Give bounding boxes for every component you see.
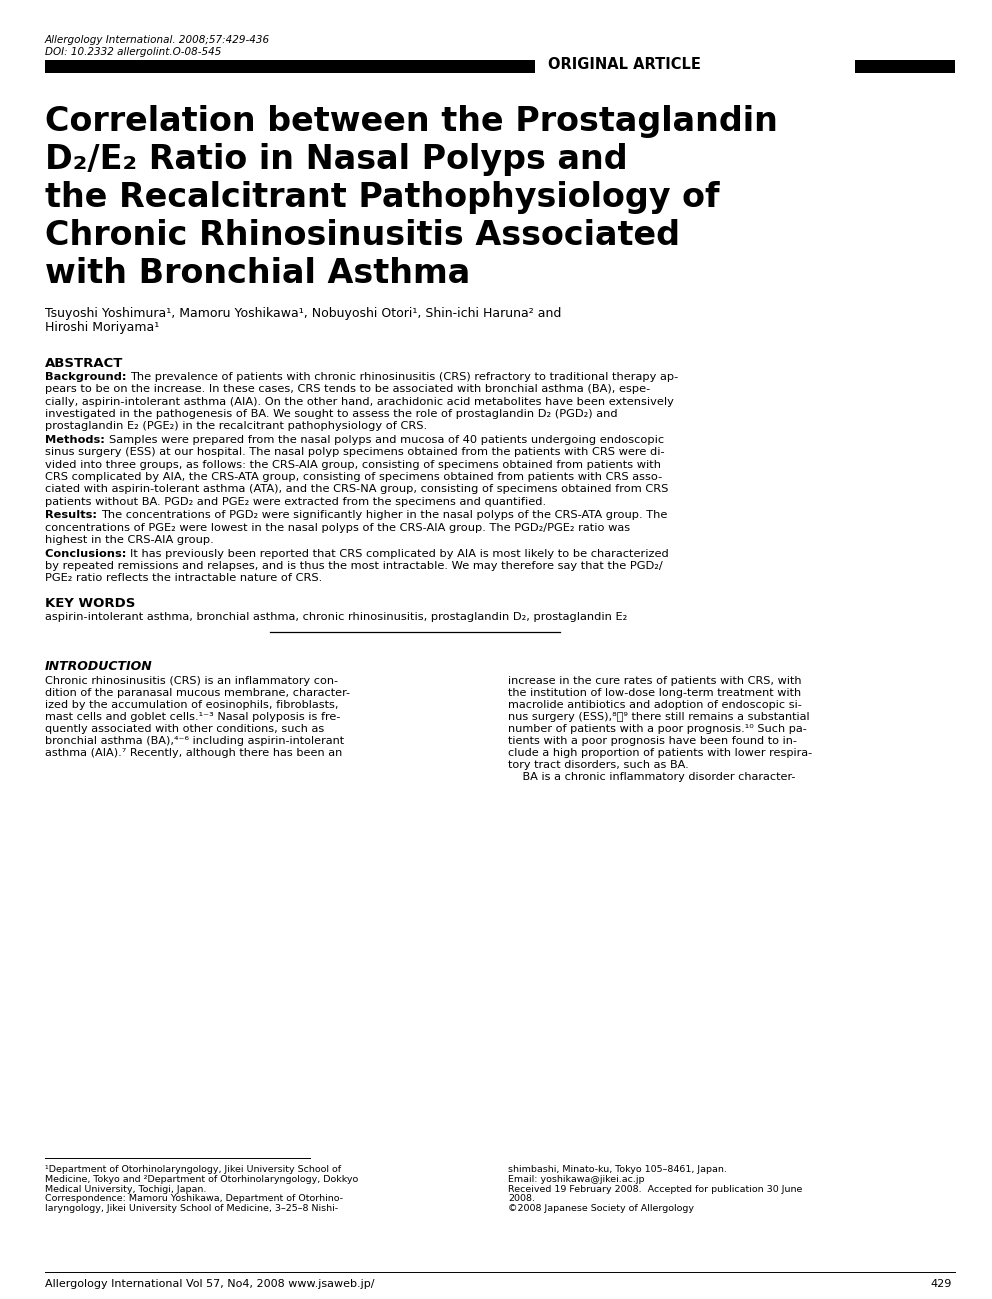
Text: the institution of low-dose long-term treatment with: the institution of low-dose long-term tr… [508, 688, 802, 698]
Text: clude a high proportion of patients with lower respira-: clude a high proportion of patients with… [508, 748, 812, 759]
Text: prostaglandin E₂ (PGE₂) in the recalcitrant pathophysiology of CRS.: prostaglandin E₂ (PGE₂) in the recalcitr… [45, 421, 428, 431]
Text: mast cells and goblet cells.¹⁻³ Nasal polyposis is fre-: mast cells and goblet cells.¹⁻³ Nasal po… [45, 712, 340, 722]
Text: Allergology International. 2008;57:429-436: Allergology International. 2008;57:429-4… [45, 35, 270, 45]
Text: BA is a chronic inflammatory disorder character-: BA is a chronic inflammatory disorder ch… [508, 772, 796, 782]
Text: number of patients with a poor prognosis.¹⁰ Such pa-: number of patients with a poor prognosis… [508, 724, 806, 734]
Text: dition of the paranasal mucous membrane, character-: dition of the paranasal mucous membrane,… [45, 688, 350, 698]
Text: D₂/E₂ Ratio in Nasal Polyps and: D₂/E₂ Ratio in Nasal Polyps and [45, 143, 628, 175]
Text: INTRODUCTION: INTRODUCTION [45, 660, 153, 673]
Text: Correspondence: Mamoru Yoshikawa, Department of Otorhino-: Correspondence: Mamoru Yoshikawa, Depart… [45, 1194, 343, 1203]
Text: laryngology, Jikei University School of Medicine, 3–25–8 Nishi-: laryngology, Jikei University School of … [45, 1204, 338, 1213]
Text: sinus surgery (ESS) at our hospital. The nasal polyp specimens obtained from the: sinus surgery (ESS) at our hospital. The… [45, 447, 665, 457]
Text: pears to be on the increase. In these cases, CRS tends to be associated with bro: pears to be on the increase. In these ca… [45, 385, 650, 395]
Text: ized by the accumulation of eosinophils, fibroblasts,: ized by the accumulation of eosinophils,… [45, 700, 338, 711]
Text: Allergology International Vol 57, No4, 2008 www.jsaweb.jp/: Allergology International Vol 57, No4, 2… [45, 1280, 375, 1289]
Text: vided into three groups, as follows: the CRS-AIA group, consisting of specimens : vided into three groups, as follows: the… [45, 460, 661, 470]
Text: bronchial asthma (BA),⁴⁻⁶ including aspirin-intolerant: bronchial asthma (BA),⁴⁻⁶ including aspi… [45, 737, 344, 746]
Text: tients with a poor prognosis have been found to in-: tients with a poor prognosis have been f… [508, 737, 797, 746]
Text: Methods:: Methods: [45, 435, 109, 446]
Text: ©2008 Japanese Society of Allergology: ©2008 Japanese Society of Allergology [508, 1204, 694, 1213]
Text: Conclusions:: Conclusions: [45, 548, 130, 559]
Bar [855, 60, 955, 73]
Text: concentrations of PGE₂ were lowest in the nasal polyps of the CRS-AIA group. The: concentrations of PGE₂ were lowest in th… [45, 522, 630, 533]
Text: 429: 429 [930, 1280, 951, 1289]
Text: highest in the CRS-AIA group.: highest in the CRS-AIA group. [45, 535, 213, 544]
Text: CRS complicated by AIA, the CRS-ATA group, consisting of specimens obtained from: CRS complicated by AIA, the CRS-ATA grou… [45, 472, 663, 482]
Text: investigated in the pathogenesis of BA. We sought to assess the role of prostagl: investigated in the pathogenesis of BA. … [45, 409, 618, 418]
Text: PGE₂ ratio reflects the intractable nature of CRS.: PGE₂ ratio reflects the intractable natu… [45, 573, 322, 583]
Text: ABSTRACT: ABSTRACT [45, 357, 123, 370]
Text: increase in the cure rates of patients with CRS, with: increase in the cure rates of patients w… [508, 675, 802, 686]
Text: by repeated remissions and relapses, and is thus the most intractable. We may th: by repeated remissions and relapses, and… [45, 561, 663, 572]
Text: Tsuyoshi Yoshimura¹, Mamoru Yoshikawa¹, Nobuyoshi Otori¹, Shin-ichi Haruna² and: Tsuyoshi Yoshimura¹, Mamoru Yoshikawa¹, … [45, 307, 561, 320]
Text: nus surgery (ESS),⁸ⰻ⁹ there still remains a substantial: nus surgery (ESS),⁸ⰻ⁹ there still remain… [508, 712, 809, 722]
Text: Hiroshi Moriyama¹: Hiroshi Moriyama¹ [45, 321, 160, 334]
Text: KEY WORDS: KEY WORDS [45, 598, 135, 611]
Text: aspirin-intolerant asthma, bronchial asthma, chronic rhinosinusitis, prostagland: aspirin-intolerant asthma, bronchial ast… [45, 612, 627, 622]
Text: ORIGINAL ARTICLE: ORIGINAL ARTICLE [548, 57, 701, 71]
Text: Background:: Background: [45, 372, 131, 382]
Text: Chronic Rhinosinusitis Associated: Chronic Rhinosinusitis Associated [45, 220, 680, 252]
Text: with Bronchial Asthma: with Bronchial Asthma [45, 257, 470, 290]
Text: patients without BA. PGD₂ and PGE₂ were extracted from the specimens and quantif: patients without BA. PGD₂ and PGE₂ were … [45, 496, 547, 507]
Text: Received 19 February 2008.  Accepted for publication 30 June: Received 19 February 2008. Accepted for … [508, 1185, 803, 1194]
Text: Chronic rhinosinusitis (CRS) is an inflammatory con-: Chronic rhinosinusitis (CRS) is an infla… [45, 675, 338, 686]
Text: Email: yoshikawa@jikei.ac.jp: Email: yoshikawa@jikei.ac.jp [508, 1174, 645, 1183]
Text: shimbashi, Minato-ku, Tokyo 105–8461, Japan.: shimbashi, Minato-ku, Tokyo 105–8461, Ja… [508, 1165, 727, 1174]
Text: The concentrations of PGD₂ were significantly higher in the nasal polyps of the : The concentrations of PGD₂ were signific… [101, 511, 668, 521]
Text: tory tract disorders, such as BA.: tory tract disorders, such as BA. [508, 760, 688, 770]
Text: quently associated with other conditions, such as: quently associated with other conditions… [45, 724, 324, 734]
Text: asthma (AIA).⁷ Recently, although there has been an: asthma (AIA).⁷ Recently, although there … [45, 748, 342, 759]
Text: Correlation between the Prostaglandin: Correlation between the Prostaglandin [45, 105, 778, 138]
Text: Medical University, Tochigi, Japan.: Medical University, Tochigi, Japan. [45, 1185, 206, 1194]
Text: ¹Department of Otorhinolaryngology, Jikei University School of: ¹Department of Otorhinolaryngology, Jike… [45, 1165, 341, 1174]
Text: Samples were prepared from the nasal polyps and mucosa of 40 patients undergoing: Samples were prepared from the nasal pol… [109, 435, 664, 446]
Text: 2008.: 2008. [508, 1194, 535, 1203]
Text: Medicine, Tokyo and ²Department of Otorhinolaryngology, Dokkyo: Medicine, Tokyo and ²Department of Otorh… [45, 1174, 358, 1183]
Bar [45, 60, 535, 73]
Text: DOI: 10.2332 allergolint.O-08-545: DOI: 10.2332 allergolint.O-08-545 [45, 47, 221, 57]
Text: Results:: Results: [45, 511, 101, 521]
Text: the Recalcitrant Pathophysiology of: the Recalcitrant Pathophysiology of [45, 181, 719, 214]
Text: macrolide antibiotics and adoption of endoscopic si-: macrolide antibiotics and adoption of en… [508, 700, 802, 711]
Text: cially, aspirin-intolerant asthma (AIA). On the other hand, arachidonic acid met: cially, aspirin-intolerant asthma (AIA).… [45, 396, 674, 407]
Text: ciated with aspirin-tolerant asthma (ATA), and the CRS-NA group, consisting of s: ciated with aspirin-tolerant asthma (ATA… [45, 485, 669, 494]
Text: It has previously been reported that CRS complicated by AIA is most likely to be: It has previously been reported that CRS… [130, 548, 670, 559]
Text: The prevalence of patients with chronic rhinosinusitis (CRS) refractory to tradi: The prevalence of patients with chronic … [131, 372, 679, 382]
